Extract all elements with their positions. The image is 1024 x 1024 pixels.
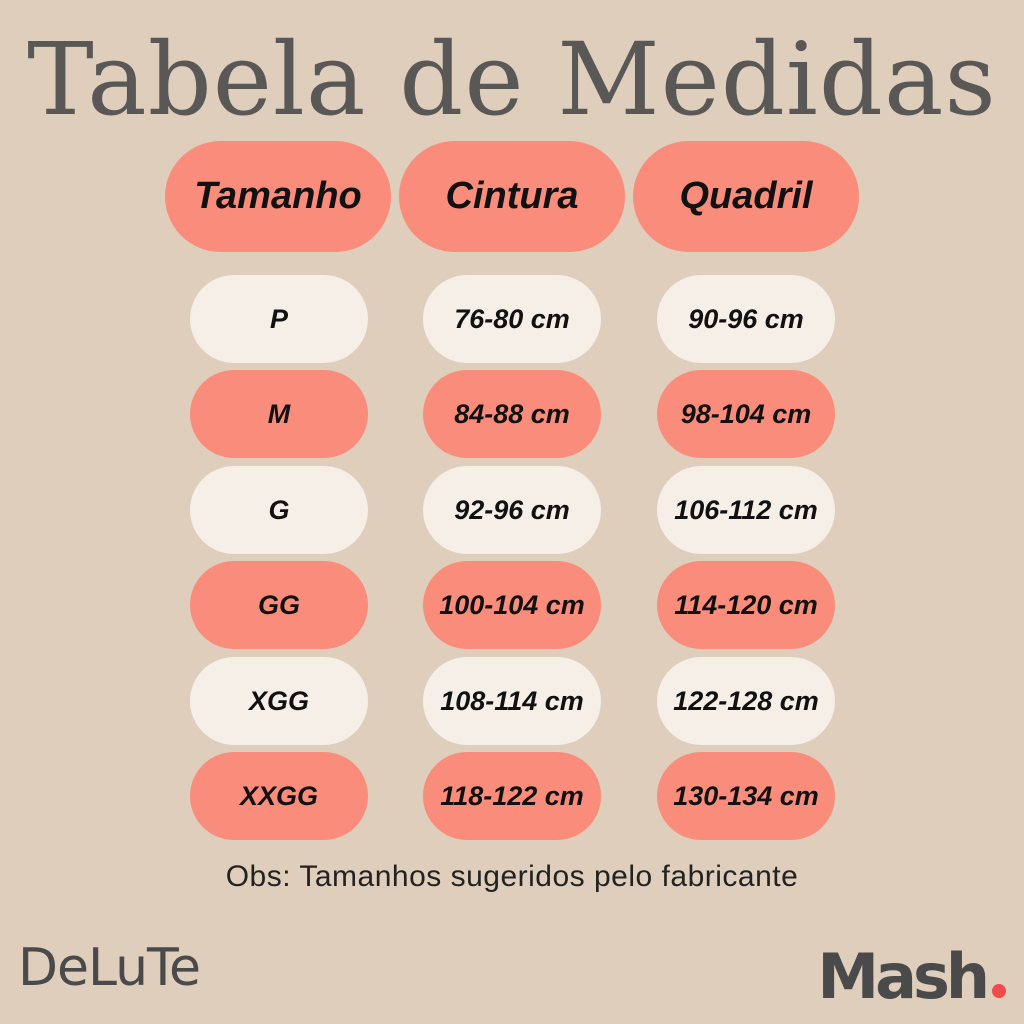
cintura-cell: 84-88 cm — [423, 370, 601, 458]
delute-logo: DeLuTe — [18, 938, 201, 998]
mash-logo-text: Mash — [817, 940, 990, 1013]
cintura-cell: 100-104 cm — [423, 561, 601, 649]
header-quadril: Quadril — [633, 141, 859, 252]
page-title: Tabela de Medidas — [27, 21, 997, 138]
cintura-cell: 76-80 cm — [423, 275, 601, 363]
footnote: Obs: Tamanhos sugeridos pelo fabricante — [225, 860, 799, 893]
size-cell: XXGG — [190, 752, 368, 840]
header-tamanho: Tamanho — [165, 141, 391, 252]
size-cell: GG — [190, 561, 368, 649]
cintura-cell: 92-96 cm — [423, 466, 601, 554]
cintura-cell: 108-114 cm — [423, 657, 601, 745]
quadril-cell: 114-120 cm — [657, 561, 835, 649]
size-cell: G — [190, 466, 368, 554]
quadril-cell: 122-128 cm — [657, 657, 835, 745]
size-cell: M — [190, 370, 368, 458]
quadril-cell: 90-96 cm — [657, 275, 835, 363]
logo-dot-icon — [992, 984, 1006, 998]
size-cell: P — [190, 275, 368, 363]
header-cintura: Cintura — [399, 141, 625, 252]
quadril-cell: 130-134 cm — [657, 752, 835, 840]
mash-logo: Mash — [817, 940, 1006, 1013]
size-cell: XGG — [190, 657, 368, 745]
quadril-cell: 106-112 cm — [657, 466, 835, 554]
quadril-cell: 98-104 cm — [657, 370, 835, 458]
cintura-cell: 118-122 cm — [423, 752, 601, 840]
